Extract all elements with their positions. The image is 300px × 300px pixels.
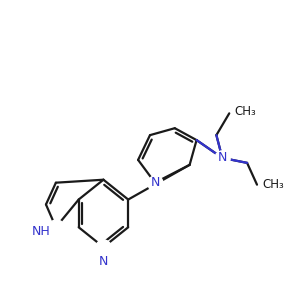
Text: NH: NH	[32, 225, 51, 238]
Text: CH₃: CH₃	[262, 178, 284, 191]
Text: N: N	[218, 152, 227, 164]
Text: CH₃: CH₃	[234, 105, 256, 118]
Text: N: N	[99, 255, 108, 268]
Text: N: N	[150, 176, 160, 189]
